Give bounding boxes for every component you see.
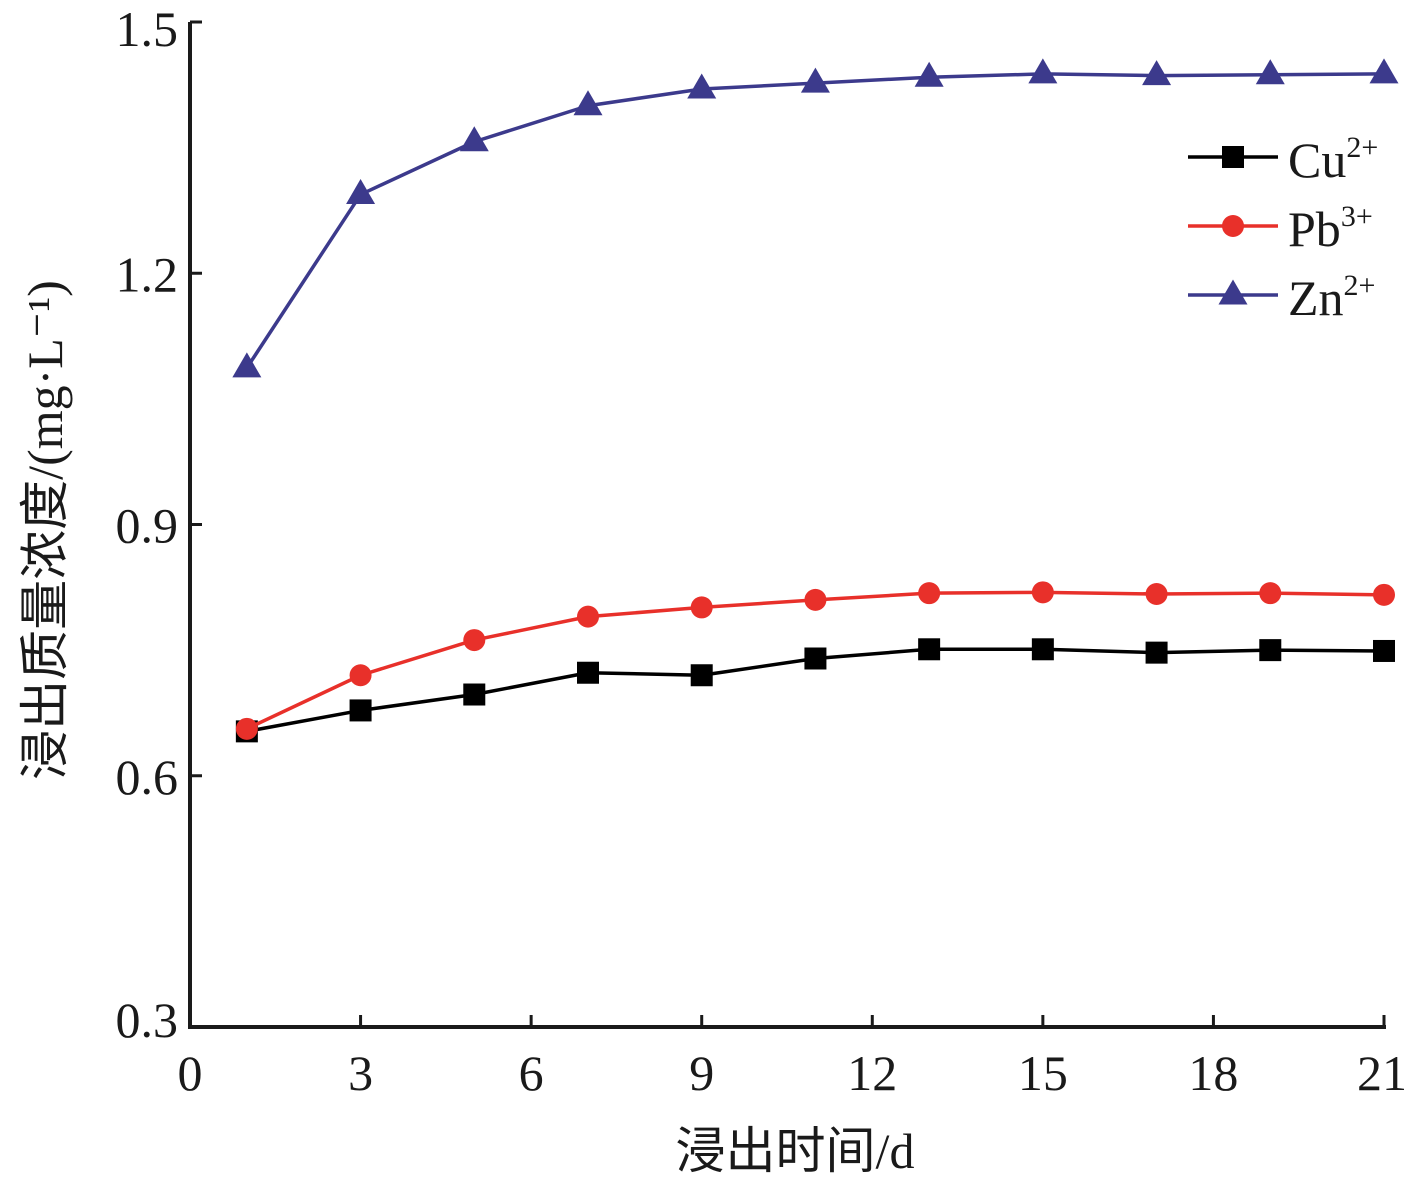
- x-tick-label: 6: [519, 1045, 544, 1101]
- series-pb-point: [1373, 583, 1395, 606]
- series-zn-point: [800, 67, 830, 93]
- legend-item-cu: Cu2+: [1188, 131, 1378, 188]
- series-cu-point: [1259, 639, 1282, 662]
- series-zn-point: [1255, 59, 1285, 85]
- series-pb: [235, 581, 1395, 740]
- series-layer: [232, 58, 1399, 743]
- legend-label-pb: Pb3+: [1288, 200, 1373, 257]
- legend-label-zn: Zn2+: [1288, 269, 1375, 326]
- series-zn-line: [245, 72, 1385, 369]
- series-cu-point: [690, 664, 713, 687]
- series-cu: [235, 638, 1395, 743]
- x-tick-label: 15: [1018, 1045, 1068, 1101]
- series-cu-point: [918, 638, 941, 661]
- x-tick-label: 18: [1188, 1045, 1238, 1101]
- x-tick-label: 21: [1357, 1045, 1407, 1101]
- x-axis-title: 浸出时间/d: [676, 1123, 915, 1179]
- series-cu-point: [349, 699, 372, 722]
- series-zn-point: [573, 90, 603, 116]
- series-pb-point: [804, 588, 827, 611]
- series-zn-point: [346, 179, 376, 205]
- x-tick-label: 12: [847, 1045, 897, 1101]
- y-tick-label: 0.3: [116, 992, 179, 1048]
- legend-item-pb: Pb3+: [1188, 200, 1373, 257]
- series-pb-point: [349, 664, 372, 687]
- y-axis-title: 浸出质量浓度/(mg·L⁻¹): [17, 280, 73, 780]
- series-zn-point: [1028, 58, 1058, 84]
- series-cu-point: [577, 661, 599, 684]
- series-pb-point: [1145, 583, 1168, 606]
- series-pb-point: [918, 582, 941, 605]
- legend-item-zn: Zn2+: [1188, 269, 1375, 326]
- legend-marker-cu: [1222, 146, 1244, 168]
- series-pb-point: [577, 605, 599, 628]
- series-zn-point: [914, 61, 944, 87]
- series-cu-point: [1145, 641, 1168, 664]
- series-pb-point: [690, 596, 713, 619]
- series-cu-point: [1373, 639, 1395, 662]
- x-tick-label: 9: [689, 1045, 714, 1101]
- y-tick-label: 0.9: [116, 498, 179, 554]
- y-tick-label: 1.5: [116, 1, 179, 57]
- series-pb-point: [1259, 582, 1282, 605]
- axes: 0 3 6 9 12 15 18 21 0.3 0.6 0.9 1.2 1.5: [116, 1, 1408, 1101]
- series-pb-point: [1031, 581, 1054, 604]
- x-tick-label: 3: [348, 1045, 373, 1101]
- y-tick-label: 0.6: [116, 749, 179, 805]
- series-zn-point: [687, 73, 717, 99]
- series-pb-point: [235, 717, 258, 740]
- legend: Cu2+ Pb3+ Zn2+: [1188, 131, 1378, 326]
- legend-label-cu: Cu2+: [1288, 131, 1378, 188]
- series-zn-point: [1369, 58, 1399, 84]
- legend-marker-zn: [1218, 279, 1248, 305]
- x-tick-label: 0: [178, 1045, 203, 1101]
- series-pb-point: [463, 629, 486, 652]
- series-zn: [232, 58, 1399, 378]
- series-cu-point: [804, 647, 827, 670]
- series-zn-point: [232, 352, 262, 378]
- series-zn-point: [459, 126, 489, 152]
- series-cu-point: [1031, 638, 1054, 661]
- y-tick-label: 1.2: [116, 246, 179, 302]
- series-cu-point: [463, 683, 486, 706]
- legend-marker-pb: [1222, 215, 1244, 237]
- series-zn-point: [1142, 60, 1172, 86]
